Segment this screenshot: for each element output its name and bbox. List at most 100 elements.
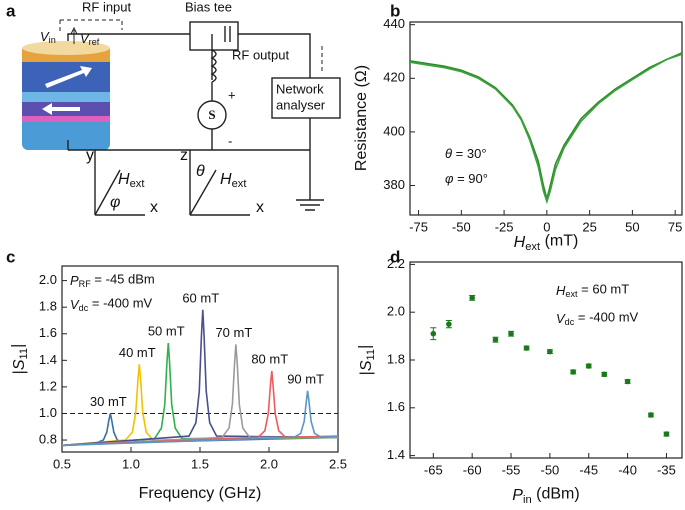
y-tick-label: 1.6 bbox=[39, 325, 57, 340]
annotation-main: V bbox=[70, 297, 80, 312]
x-axis-label: Pin (dBm) bbox=[512, 486, 579, 506]
annotation-sub: RF bbox=[79, 280, 92, 290]
diagram-label: Vref bbox=[80, 31, 100, 47]
y-axis-label-pre: | bbox=[358, 371, 375, 375]
annotation-main: H bbox=[556, 283, 566, 298]
x-tick-label: 50 bbox=[625, 219, 639, 234]
x-tick-label: -75 bbox=[409, 219, 428, 234]
data-point bbox=[601, 371, 608, 378]
diagram-label-main: V bbox=[40, 29, 50, 44]
y-tick-label: 420 bbox=[383, 70, 405, 85]
data-point bbox=[570, 369, 576, 375]
annotation: φ = 90° bbox=[445, 171, 488, 186]
data-line bbox=[61, 309, 339, 447]
y-axis-label-main: S bbox=[11, 359, 28, 370]
y-axis-label-main: S bbox=[358, 360, 375, 371]
x-tick-label: -55 bbox=[502, 462, 521, 477]
y-tick-label: 1.2 bbox=[39, 378, 57, 393]
x-tick-label: -65 bbox=[424, 462, 443, 477]
annotation-main: V bbox=[556, 311, 566, 326]
annotation-main: P bbox=[70, 273, 79, 288]
y-tick-label: 2.0 bbox=[39, 272, 57, 287]
annotation: Vdc = -400 mV bbox=[556, 310, 639, 328]
axes-frame bbox=[189, 150, 250, 216]
series-label: 90 mT bbox=[287, 371, 324, 386]
panel-label: a bbox=[6, 1, 16, 20]
field-label-main: H bbox=[220, 171, 232, 188]
x-tick-label: 0 bbox=[543, 219, 550, 234]
data-point bbox=[648, 412, 654, 418]
axis-name: z bbox=[180, 147, 188, 164]
source-label: S bbox=[208, 107, 215, 122]
annotation: Vdc = -400 mV bbox=[70, 296, 153, 314]
field-label-sub: ext bbox=[232, 178, 248, 190]
x-axis-label-rest: (dBm) bbox=[532, 486, 580, 503]
data-point bbox=[446, 321, 452, 327]
polarity: - bbox=[228, 133, 232, 148]
y-tick-label: 0.8 bbox=[39, 431, 57, 446]
diagram-label: RF input bbox=[82, 0, 132, 14]
series-label: 80 mT bbox=[251, 351, 288, 366]
diagram-label: Network bbox=[276, 81, 324, 96]
axis-name: x bbox=[256, 199, 264, 216]
plot-frame bbox=[409, 21, 683, 216]
diagram-label: Vin bbox=[40, 29, 56, 45]
angle-label: φ bbox=[110, 194, 120, 211]
x-axis-label-main: P bbox=[512, 487, 523, 504]
y-axis-label-rest: | bbox=[357, 345, 374, 349]
diagram-label-main: V bbox=[80, 31, 90, 46]
layer bbox=[22, 116, 110, 122]
y-axis-label: |S11| bbox=[357, 345, 377, 376]
network-analyser bbox=[271, 77, 341, 119]
layer bbox=[22, 92, 110, 102]
y-tick-label: 1.4 bbox=[39, 352, 57, 367]
data-point bbox=[469, 295, 475, 301]
data-line bbox=[409, 52, 683, 200]
annotation-rest: = -400 mV bbox=[88, 296, 152, 311]
layer-top bbox=[22, 41, 110, 55]
data-point bbox=[624, 378, 631, 385]
capacitor bbox=[211, 26, 231, 80]
field-label: Hext bbox=[220, 171, 247, 190]
annotation-sub: dc bbox=[565, 318, 575, 328]
x-tick-label: -60 bbox=[463, 462, 482, 477]
data-line bbox=[61, 364, 339, 447]
annotation: PRF = -45 dBm bbox=[70, 272, 155, 290]
x-tick-label: 75 bbox=[668, 219, 682, 234]
x-axis-label-rest: (mT) bbox=[540, 233, 578, 250]
data-line bbox=[61, 370, 339, 447]
annotation-main: φ bbox=[445, 171, 454, 186]
data-point bbox=[523, 345, 530, 351]
x-axis-label-sub: ext bbox=[525, 241, 541, 253]
data-point bbox=[492, 336, 499, 343]
x-tick-label: 2.5 bbox=[329, 456, 347, 471]
series-label: 70 mT bbox=[215, 325, 252, 340]
y-axis-label: Resistance (Ω) bbox=[353, 65, 370, 171]
series-label: 50 mT bbox=[148, 323, 185, 338]
annotation: Hext = 60 mT bbox=[556, 282, 629, 300]
x-tick-label: 25 bbox=[582, 219, 596, 234]
magnet-arrow bbox=[45, 66, 92, 88]
wire bbox=[67, 33, 311, 200]
circuit-diagram bbox=[22, 19, 341, 216]
y-tick-label: 1.4 bbox=[387, 447, 405, 462]
x-axis-label-sub: in bbox=[523, 494, 532, 506]
data-point bbox=[430, 330, 437, 337]
axis-name: x bbox=[150, 199, 158, 216]
y-tick-label: 1.6 bbox=[387, 399, 405, 414]
plot-frame bbox=[409, 261, 683, 459]
axis-name: y bbox=[86, 147, 94, 164]
data-line bbox=[409, 53, 683, 205]
y-tick-label: 440 bbox=[383, 16, 405, 31]
angle-label: θ bbox=[196, 163, 205, 180]
series-label: 60 mT bbox=[182, 290, 219, 305]
y-axis-label-sub: 11 bbox=[365, 349, 377, 361]
series-label: 30 mT bbox=[90, 394, 127, 409]
y-axis-label-rest: | bbox=[10, 344, 27, 348]
diagram-label-sub: in bbox=[49, 36, 56, 46]
annotation-rest: = -45 dBm bbox=[91, 272, 155, 287]
data-point bbox=[663, 431, 670, 437]
ground bbox=[296, 199, 324, 211]
data-point bbox=[585, 363, 592, 369]
